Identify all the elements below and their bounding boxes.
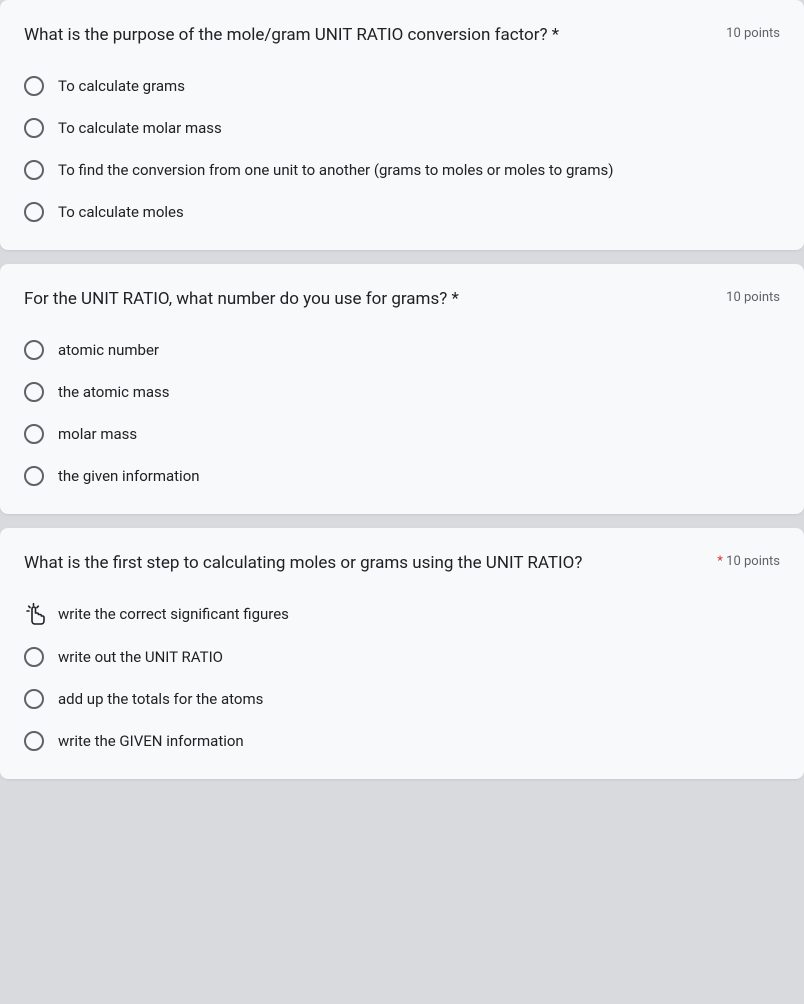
question-title-text: What is the first step to calculating mo… <box>24 553 582 573</box>
option-row[interactable]: the atomic mass <box>24 382 780 402</box>
option-row[interactable]: add up the totals for the atoms <box>24 689 780 709</box>
question-header: What is the purpose of the mole/gram UNI… <box>24 24 780 48</box>
option-label: To calculate moles <box>58 203 184 221</box>
options-group: write the correct significant figures wr… <box>24 603 780 751</box>
points-text: 10 points <box>726 554 780 569</box>
option-row[interactable]: To calculate moles <box>24 202 780 222</box>
option-row[interactable]: write the GIVEN information <box>24 731 780 751</box>
options-group: To calculate grams To calculate molar ma… <box>24 76 780 222</box>
question-card-1: What is the purpose of the mole/gram UNI… <box>0 0 804 250</box>
option-label: atomic number <box>58 341 159 359</box>
radio-icon[interactable] <box>24 202 44 222</box>
option-row[interactable]: atomic number <box>24 340 780 360</box>
radio-icon[interactable] <box>24 382 44 402</box>
option-label: add up the totals for the atoms <box>58 690 263 708</box>
question-header: For the UNIT RATIO, what number do you u… <box>24 288 780 312</box>
option-label: write the GIVEN information <box>58 732 244 750</box>
question-title: What is the purpose of the mole/gram UNI… <box>24 24 726 48</box>
option-label: write out the UNIT RATIO <box>58 648 223 666</box>
options-group: atomic number the atomic mass molar mass… <box>24 340 780 486</box>
question-header: What is the first step to calculating mo… <box>24 552 780 576</box>
question-points: 10 points <box>726 26 780 41</box>
question-title: For the UNIT RATIO, what number do you u… <box>24 288 726 312</box>
radio-icon[interactable] <box>24 466 44 486</box>
radio-icon[interactable] <box>24 118 44 138</box>
option-row[interactable]: molar mass <box>24 424 780 444</box>
option-label: molar mass <box>58 425 137 443</box>
question-points: * 10 points <box>717 554 780 569</box>
option-row[interactable]: To calculate grams <box>24 76 780 96</box>
option-row[interactable]: the given information <box>24 466 780 486</box>
option-row[interactable]: To calculate molar mass <box>24 118 780 138</box>
option-label: the atomic mass <box>58 383 170 401</box>
radio-icon[interactable] <box>24 160 44 180</box>
option-label: write the correct significant figures <box>58 605 289 623</box>
radio-icon[interactable] <box>24 424 44 444</box>
question-points: 10 points <box>726 290 780 305</box>
radio-icon[interactable] <box>24 76 44 96</box>
option-row[interactable]: write out the UNIT RATIO <box>24 647 780 667</box>
question-card-3: What is the first step to calculating mo… <box>0 528 804 780</box>
option-row[interactable]: write the correct significant figures <box>24 603 780 625</box>
option-label: To find the conversion from one unit to … <box>58 161 613 179</box>
option-row[interactable]: To find the conversion from one unit to … <box>24 160 780 180</box>
question-title: What is the first step to calculating mo… <box>24 552 717 576</box>
pointer-cursor-icon <box>24 603 46 625</box>
radio-icon[interactable] <box>24 340 44 360</box>
radio-icon[interactable] <box>24 731 44 751</box>
required-marker: * <box>717 554 723 569</box>
radio-icon[interactable] <box>24 647 44 667</box>
question-card-2: For the UNIT RATIO, what number do you u… <box>0 264 804 514</box>
option-label: the given information <box>58 467 200 485</box>
option-label: To calculate molar mass <box>58 119 222 137</box>
radio-icon[interactable] <box>24 689 44 709</box>
option-label: To calculate grams <box>58 77 185 95</box>
